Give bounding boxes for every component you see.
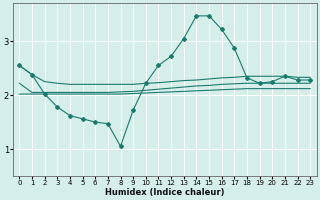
X-axis label: Humidex (Indice chaleur): Humidex (Indice chaleur) (105, 188, 225, 197)
